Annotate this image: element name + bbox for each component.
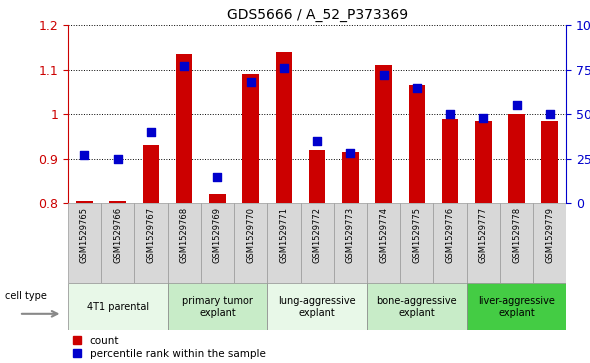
Text: GSM1529776: GSM1529776 [445,207,454,264]
Legend: count, percentile rank within the sample: count, percentile rank within the sample [73,335,266,359]
Text: GSM1529769: GSM1529769 [213,207,222,263]
Bar [434,203,467,283]
Bar [475,121,491,363]
Bar [168,203,201,283]
Point [478,115,488,121]
Bar [68,283,168,330]
Point [80,152,89,158]
Bar [442,119,458,363]
Bar [400,203,434,283]
Point [379,72,388,78]
Point [246,79,255,85]
Bar [309,150,326,363]
Point [445,111,455,117]
Text: GSM1529766: GSM1529766 [113,207,122,264]
Bar [76,201,93,363]
Bar [367,203,400,283]
Bar [276,52,292,363]
Text: GSM1529779: GSM1529779 [545,207,554,263]
Text: primary tumor
explant: primary tumor explant [182,296,253,318]
Point [412,85,421,91]
Bar [209,195,226,363]
Bar [176,54,192,363]
Text: bone-aggressive
explant: bone-aggressive explant [376,296,457,318]
Text: GSM1529773: GSM1529773 [346,207,355,264]
Bar [508,114,525,363]
Bar [467,203,500,283]
Bar [234,203,267,283]
Bar [201,203,234,283]
Text: GSM1529775: GSM1529775 [412,207,421,263]
Bar [375,65,392,363]
Bar [168,283,267,330]
Bar [342,152,359,363]
Bar [467,283,566,330]
Point [212,174,222,180]
Bar [242,74,259,363]
Bar [267,283,367,330]
Bar [500,203,533,283]
Point [113,156,122,162]
Point [545,111,555,117]
Point [346,151,355,156]
Text: cell type: cell type [5,291,47,301]
Bar [367,283,467,330]
Bar [542,121,558,363]
Point [146,129,156,135]
Text: lung-aggressive
explant: lung-aggressive explant [278,296,356,318]
Text: liver-aggressive
explant: liver-aggressive explant [478,296,555,318]
Text: GSM1529778: GSM1529778 [512,207,521,264]
Bar [533,203,566,283]
Title: GDS5666 / A_52_P373369: GDS5666 / A_52_P373369 [227,8,408,22]
Text: GSM1529767: GSM1529767 [146,207,155,264]
Bar [135,203,168,283]
Text: 4T1 parental: 4T1 parental [87,302,149,312]
Bar [68,203,101,283]
Bar [408,85,425,363]
Text: GSM1529777: GSM1529777 [479,207,488,264]
Bar [300,203,334,283]
Point [312,138,322,144]
Bar [109,201,126,363]
Text: GSM1529774: GSM1529774 [379,207,388,263]
Text: GSM1529770: GSM1529770 [246,207,255,263]
Bar [101,203,135,283]
Bar [267,203,300,283]
Bar [334,203,367,283]
Point [512,102,521,108]
Bar [143,146,159,363]
Text: GSM1529772: GSM1529772 [313,207,322,263]
Point [179,64,189,69]
Text: GSM1529768: GSM1529768 [180,207,189,264]
Text: GSM1529765: GSM1529765 [80,207,89,263]
Text: GSM1529771: GSM1529771 [280,207,289,263]
Point [279,65,289,71]
